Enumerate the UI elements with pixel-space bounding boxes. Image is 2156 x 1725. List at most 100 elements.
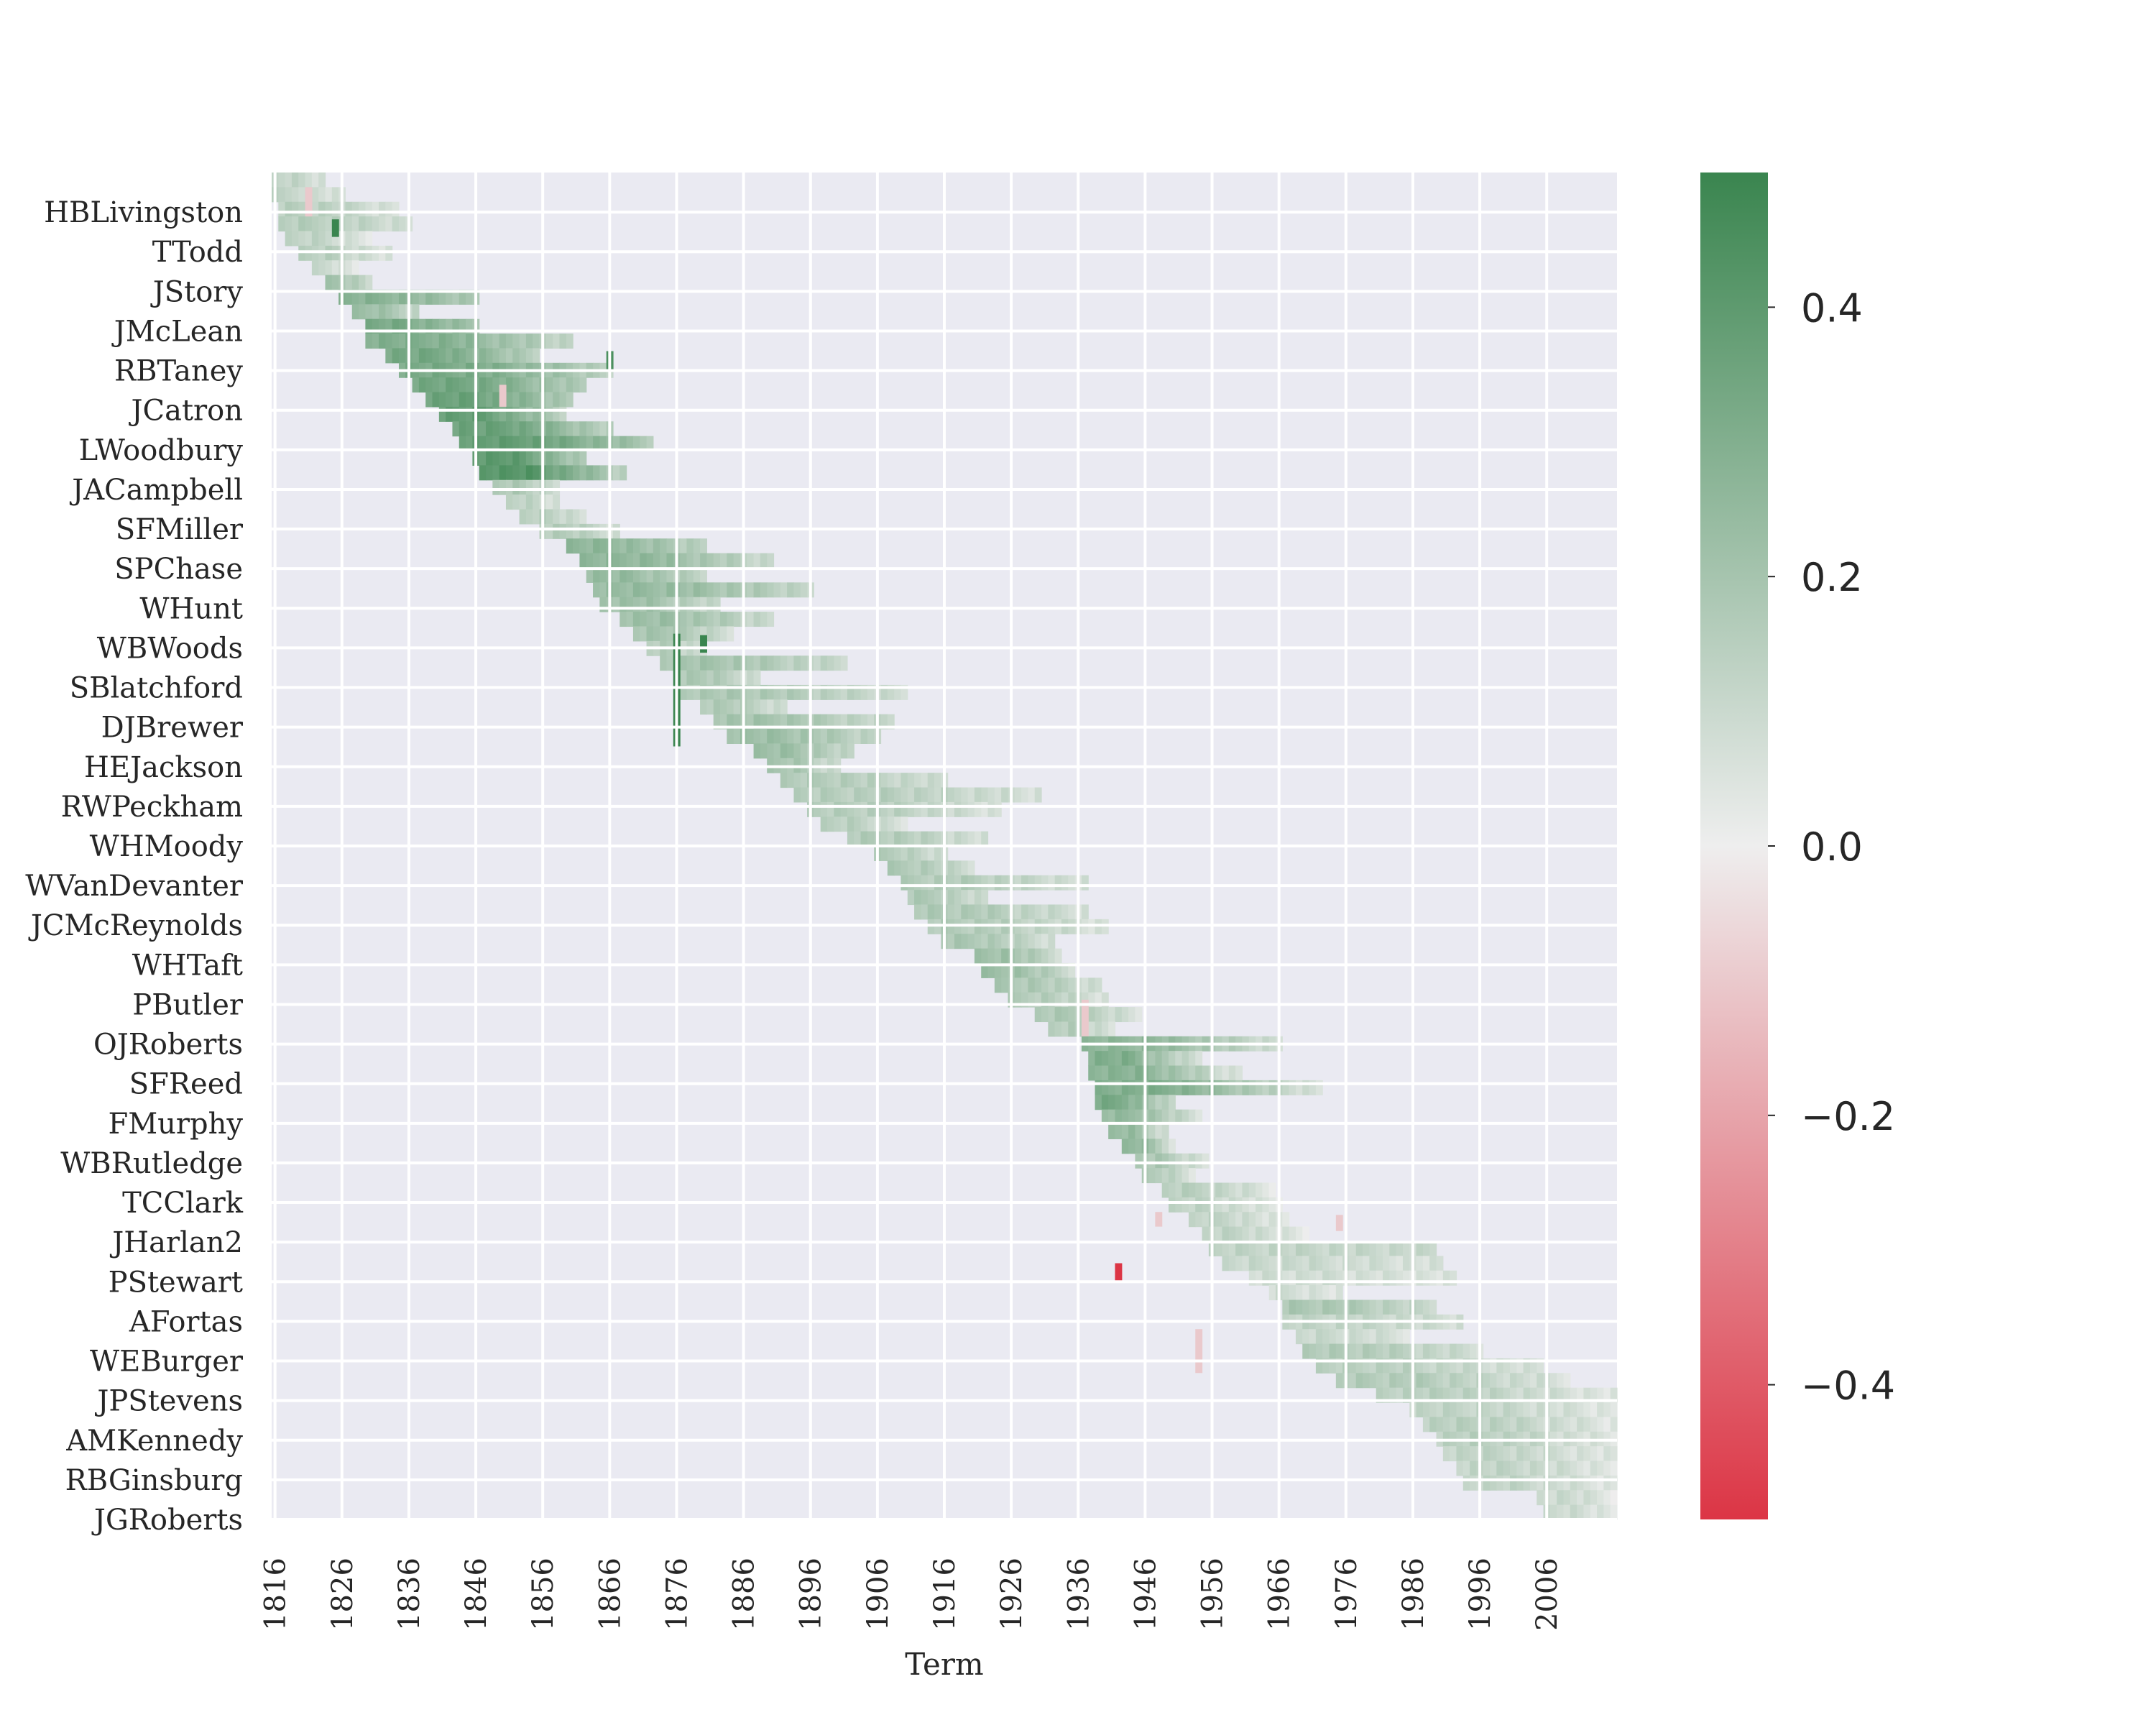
y-tick-label: JHarlan2 — [109, 1226, 243, 1259]
heatmap-cell — [1248, 1241, 1256, 1256]
heatmap-cell — [981, 919, 989, 934]
heatmap-cell — [1161, 1080, 1169, 1095]
heatmap-cell — [446, 289, 453, 305]
heatmap-cell — [961, 904, 969, 920]
heatmap-cell — [867, 801, 875, 817]
heatmap-cell — [787, 773, 795, 788]
heatmap-cell — [1329, 1256, 1337, 1271]
heatmap-cell — [1054, 978, 1062, 993]
heatmap-cell — [438, 348, 446, 364]
heatmap-cell — [1610, 1387, 1618, 1403]
heatmap-cell — [626, 436, 634, 451]
heatmap-cell — [1262, 1197, 1270, 1213]
heatmap-cell — [1389, 1270, 1397, 1286]
heatmap-cell — [887, 773, 895, 788]
heatmap-cell — [713, 553, 721, 569]
heatmap-cell — [834, 816, 842, 832]
heatmap-cell — [1101, 1109, 1109, 1125]
heatmap-cell — [452, 406, 460, 422]
heatmap-cell — [787, 729, 795, 745]
heatmap-cell — [438, 392, 446, 408]
heatmap-cell — [1577, 1402, 1585, 1418]
heatmap-cell — [305, 172, 313, 188]
heatmap-cell — [1503, 1460, 1511, 1476]
heatmap-cell — [619, 465, 627, 481]
heatmap-cell — [1363, 1300, 1370, 1315]
heatmap-cell — [1456, 1343, 1464, 1359]
heatmap-cell — [954, 801, 962, 817]
heatmap-cell — [1490, 1373, 1497, 1389]
heatmap-cell — [1402, 1329, 1410, 1345]
heatmap-cell — [1315, 1329, 1323, 1345]
heatmap-cell — [961, 919, 969, 934]
heatmap-cell — [793, 714, 801, 730]
heatmap-cell — [612, 582, 620, 598]
heatmap-cell — [753, 582, 761, 598]
colorbar-tick-label: 0.2 — [1801, 555, 1863, 600]
heatmap-cell — [1175, 1168, 1183, 1184]
heatmap-cell — [907, 773, 915, 788]
heatmap-cell — [1349, 1270, 1357, 1286]
heatmap-cell — [1422, 1241, 1430, 1256]
heatmap-cell — [1557, 1446, 1565, 1462]
heatmap-cell — [351, 289, 359, 305]
heatmap-cell — [385, 216, 393, 232]
heatmap-cell — [1369, 1241, 1377, 1256]
heatmap-cell — [1590, 1446, 1598, 1462]
heatmap-cell — [1295, 1285, 1303, 1301]
heatmap-cell — [1329, 1343, 1337, 1359]
heatmap-cell — [700, 538, 707, 554]
heatmap-cell — [934, 904, 941, 920]
heatmap-cell — [392, 318, 400, 334]
heatmap-cell — [700, 567, 707, 583]
heatmap-cell — [981, 787, 989, 803]
x-tick-label: 1986 — [1397, 1558, 1430, 1631]
heatmap-cell — [760, 656, 768, 671]
heatmap-cell — [1490, 1358, 1497, 1374]
x-tick-label: 1896 — [795, 1558, 828, 1631]
heatmap-cell — [311, 172, 319, 188]
heatmap-cell — [1349, 1343, 1357, 1359]
heatmap-cell — [545, 523, 553, 539]
heatmap-cell — [533, 465, 540, 481]
heatmap-cell — [1028, 875, 1036, 891]
heatmap-cell — [847, 831, 854, 847]
heatmap-cell — [1169, 1168, 1176, 1184]
heatmap-cell — [285, 216, 292, 232]
heatmap-cell — [1088, 1007, 1096, 1023]
heatmap-cell — [867, 684, 875, 700]
heatmap-cell — [533, 479, 540, 495]
heatmap-cell — [747, 656, 755, 671]
heatmap-cell — [1115, 1051, 1123, 1067]
heatmap-cell — [1369, 1343, 1377, 1359]
heatmap-cell — [1597, 1417, 1604, 1432]
heatmap-cell — [1537, 1373, 1544, 1389]
heatmap-cell — [512, 406, 520, 422]
heatmap-cell — [927, 787, 935, 803]
heatmap-cell — [553, 509, 561, 525]
heatmap-cell — [432, 289, 440, 305]
heatmap-cell — [1349, 1300, 1357, 1315]
heatmap-cell — [365, 216, 373, 232]
heatmap-cell — [1235, 1226, 1243, 1242]
heatmap-cell — [994, 875, 1002, 891]
heatmap-cell — [860, 816, 868, 832]
heatmap-cell — [1462, 1417, 1470, 1432]
heatmap-cell — [573, 509, 581, 525]
heatmap-cell — [619, 567, 627, 583]
heatmap-cell — [860, 773, 868, 788]
heatmap-cell — [1322, 1329, 1330, 1345]
heatmap-cell — [285, 187, 292, 203]
heatmap-cell — [1563, 1504, 1571, 1520]
heatmap-cell — [298, 245, 306, 261]
heatmap-cell — [773, 699, 781, 715]
heatmap-cell — [1389, 1241, 1397, 1256]
heatmap-cell — [466, 406, 473, 422]
heatmap-cell — [1302, 1285, 1310, 1301]
heatmap-cell — [1021, 875, 1029, 891]
heatmap-cell — [787, 656, 795, 671]
heatmap-cell — [1603, 1460, 1611, 1476]
heatmap-cell — [359, 231, 366, 247]
heatmap-cell — [1095, 1007, 1102, 1023]
y-tick-label: JCMcReynolds — [28, 909, 243, 942]
